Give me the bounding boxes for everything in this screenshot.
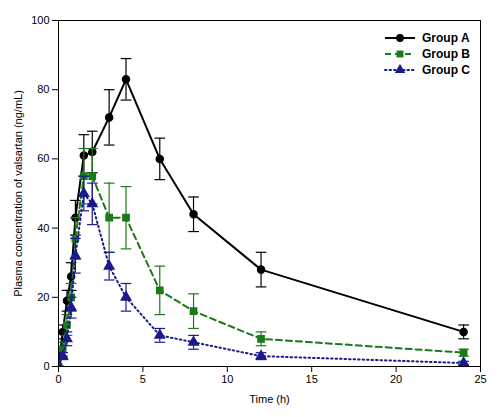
svg-text:5: 5 (140, 373, 146, 385)
svg-text:20: 20 (390, 373, 402, 385)
svg-text:0: 0 (55, 373, 61, 385)
svg-text:40: 40 (37, 222, 49, 234)
svg-text:15: 15 (306, 373, 318, 385)
svg-text:60: 60 (37, 152, 49, 164)
svg-text:Plasma concentration of valsar: Plasma concentration of valsartan (ng/mL… (12, 90, 24, 297)
html-text:Group A: Group A (422, 31, 470, 45)
svg-text:25: 25 (474, 373, 486, 385)
svg-text:0: 0 (43, 360, 49, 372)
html-text:Group B: Group B (422, 47, 470, 61)
svg-text:Time (h): Time (h) (249, 393, 290, 405)
svg-text:80: 80 (37, 83, 49, 95)
svg-text:10: 10 (221, 373, 233, 385)
svg-text:20: 20 (37, 291, 49, 303)
html-text:Group C: Group C (422, 63, 470, 77)
svg-text:100: 100 (31, 14, 49, 26)
